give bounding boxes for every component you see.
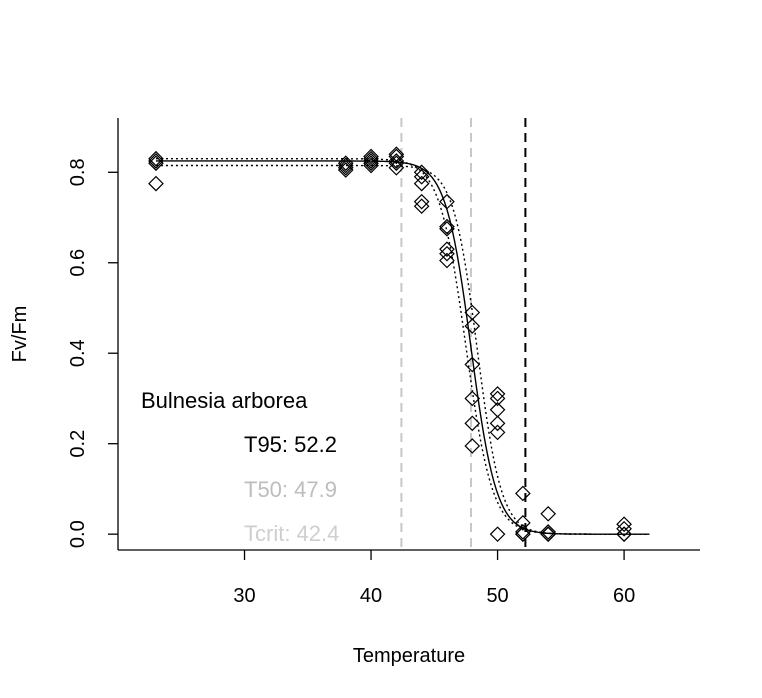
data-point [413, 193, 430, 210]
y-tick-label: 0.4 [67, 339, 89, 367]
data-point [439, 193, 455, 210]
data-point [616, 516, 632, 533]
axes: 30 40 50 60 0.0 0.2 0.4 0.6 0.8 [67, 118, 700, 607]
data-point [337, 162, 354, 178]
species-annotation: Bulnesia arborea [141, 388, 308, 413]
x-ticks: 30 40 50 60 [233, 550, 635, 607]
data-point [337, 157, 354, 174]
data-point [515, 515, 531, 531]
data-point [337, 159, 354, 176]
x-tick-label: 30 [233, 585, 255, 607]
x-tick-label: 60 [613, 585, 635, 607]
data-point [616, 526, 632, 543]
data-point [439, 220, 455, 237]
y-tick-label: 0.2 [67, 430, 89, 458]
data-point [337, 155, 354, 172]
data-point [489, 415, 506, 432]
data-point [363, 155, 379, 172]
t50-annotation: T50: 47.9 [244, 477, 337, 502]
x-axis-label: Temperature [353, 645, 465, 667]
data-points [148, 146, 632, 543]
y-ticks: 0.0 0.2 0.4 0.6 0.8 [67, 158, 118, 548]
data-point [540, 526, 557, 543]
data-point [515, 526, 531, 543]
data-point [439, 245, 455, 262]
y-tick-label: 0.6 [67, 249, 89, 277]
data-point [148, 153, 164, 169]
data-point [413, 168, 430, 185]
data-point [363, 153, 379, 169]
data-point [388, 148, 405, 165]
data-point [515, 485, 531, 502]
data-point [489, 424, 506, 441]
y-tick-label: 0.8 [67, 158, 89, 186]
y-tick-label: 0.0 [67, 520, 89, 548]
data-point [515, 524, 531, 540]
data-point [413, 175, 430, 192]
data-point [363, 148, 379, 165]
x-tick-label: 50 [486, 585, 508, 607]
data-point [363, 150, 379, 167]
data-point [388, 155, 405, 172]
data-point [464, 390, 481, 407]
threshold-lines [400, 118, 527, 550]
data-point [439, 218, 455, 235]
data-point [363, 157, 379, 174]
data-point [388, 153, 405, 169]
data-point [540, 524, 557, 540]
data-point [413, 164, 430, 181]
data-point [489, 386, 506, 402]
data-point [439, 241, 455, 258]
data-point [148, 155, 164, 172]
data-point [464, 318, 481, 334]
data-point [489, 526, 506, 543]
data-point [489, 390, 506, 407]
data-point [616, 520, 632, 537]
data-point [464, 438, 481, 454]
t95-annotation: T95: 52.2 [244, 432, 337, 457]
data-point [439, 252, 455, 269]
data-point [148, 150, 164, 167]
data-point [148, 175, 164, 192]
data-point [464, 356, 481, 373]
data-point [540, 505, 557, 522]
tcrit-annotation: Tcrit: 42.4 [244, 521, 339, 546]
x-tick-label: 40 [360, 585, 382, 607]
data-point [464, 415, 481, 432]
data-point [413, 198, 430, 215]
y-axis-label: Fv/Fm [9, 306, 31, 363]
data-point [388, 159, 405, 176]
